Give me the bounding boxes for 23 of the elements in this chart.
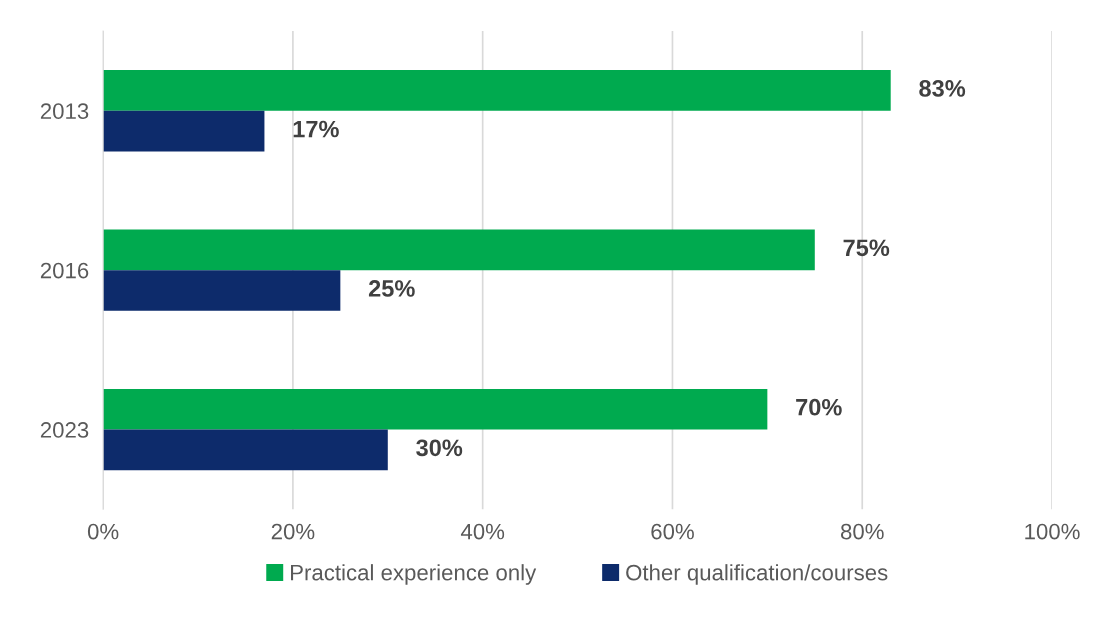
data-label: 25%: [368, 280, 415, 297]
x-tick-label: 80%: [840, 523, 884, 540]
y-tick-label: 2013: [40, 103, 89, 120]
legend-label: Other qualification/courses: [626, 564, 888, 585]
data-label: 70%: [796, 398, 842, 416]
bar: [103, 229, 815, 271]
bar: [103, 388, 768, 430]
x-tick-label: 40%: [460, 523, 505, 540]
bar: [103, 70, 891, 111]
x-tick-label: 0%: [87, 523, 119, 540]
legend-label: Practical experience only: [291, 564, 537, 585]
bar: [103, 110, 265, 152]
data-label: 30%: [416, 439, 463, 457]
data-label: 75%: [843, 239, 890, 257]
y-tick-label: 2023: [40, 422, 89, 438]
bar: [103, 270, 341, 311]
data-label: 17%: [293, 120, 339, 138]
x-tick-label: 20%: [271, 523, 315, 540]
bar: [103, 429, 388, 471]
x-tick-label: 100%: [1025, 523, 1080, 540]
y-tick-label: 2016: [40, 262, 89, 279]
x-tick-label: 60%: [651, 523, 694, 540]
data-label: 83%: [919, 80, 966, 97]
